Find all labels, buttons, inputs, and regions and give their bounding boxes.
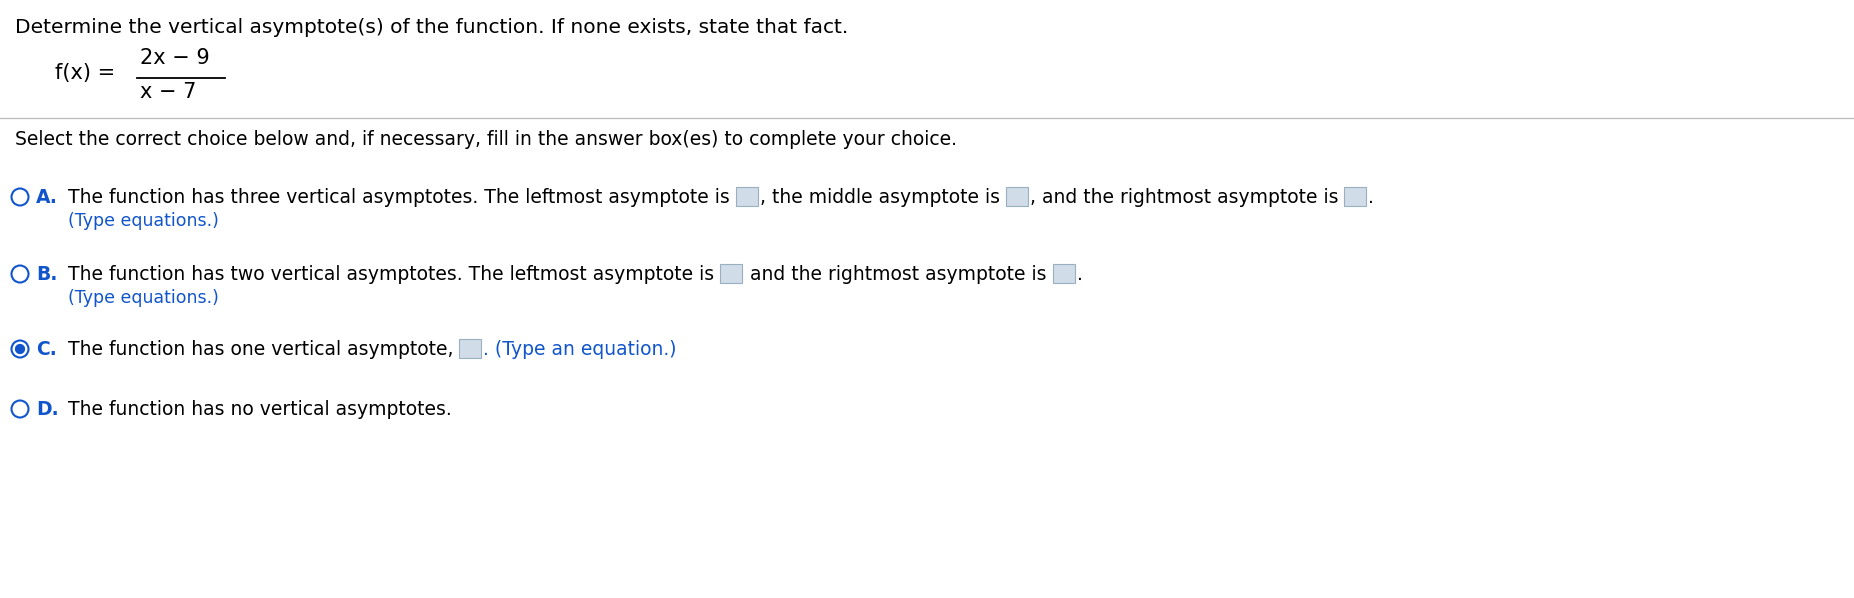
FancyBboxPatch shape — [736, 187, 758, 206]
Text: x − 7: x − 7 — [141, 82, 197, 102]
Text: The function has three vertical asymptotes. The leftmost asymptote is: The function has three vertical asymptot… — [69, 188, 736, 207]
Text: C.: C. — [35, 340, 57, 359]
Text: , the middle asymptote is: , the middle asymptote is — [760, 188, 1005, 207]
Text: B.: B. — [35, 265, 57, 284]
Text: and the rightmost asymptote is: and the rightmost asymptote is — [743, 265, 1053, 284]
Text: (Type equations.): (Type equations.) — [69, 289, 219, 307]
Circle shape — [15, 344, 24, 353]
Text: Determine the vertical asymptote(s) of the function. If none exists, state that : Determine the vertical asymptote(s) of t… — [15, 18, 849, 37]
Text: The function has no vertical asymptotes.: The function has no vertical asymptotes. — [69, 400, 452, 419]
Text: Select the correct choice below and, if necessary, fill in the answer box(es) to: Select the correct choice below and, if … — [15, 130, 957, 149]
Text: A.: A. — [35, 188, 57, 207]
Text: 2x − 9: 2x − 9 — [141, 48, 210, 68]
Text: f(x) =: f(x) = — [56, 63, 115, 83]
FancyBboxPatch shape — [1005, 187, 1027, 206]
Text: .: . — [1077, 265, 1083, 284]
Text: . (Type an equation.): . (Type an equation.) — [484, 340, 677, 359]
FancyBboxPatch shape — [719, 264, 742, 283]
Text: .: . — [1368, 188, 1374, 207]
Text: (Type equations.): (Type equations.) — [69, 212, 219, 230]
FancyBboxPatch shape — [1053, 264, 1075, 283]
FancyBboxPatch shape — [460, 339, 482, 358]
Text: D.: D. — [35, 400, 59, 419]
Text: The function has one vertical asymptote,: The function has one vertical asymptote, — [69, 340, 460, 359]
Text: , and the rightmost asymptote is: , and the rightmost asymptote is — [1029, 188, 1344, 207]
FancyBboxPatch shape — [1344, 187, 1366, 206]
Text: The function has two vertical asymptotes. The leftmost asymptote is: The function has two vertical asymptotes… — [69, 265, 719, 284]
